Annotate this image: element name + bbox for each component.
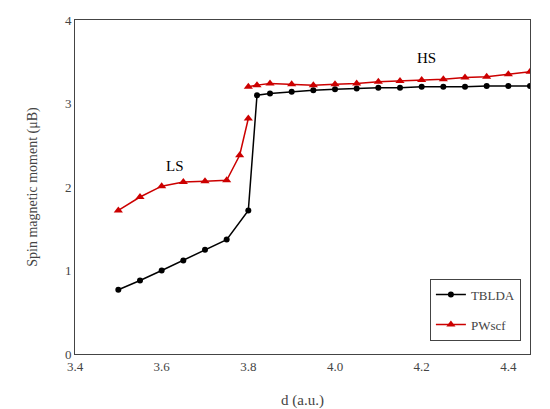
svg-text:TBLDA: TBLDA — [471, 288, 515, 303]
svg-text:2: 2 — [65, 180, 72, 195]
svg-text:0: 0 — [65, 347, 72, 362]
svg-text:4: 4 — [65, 13, 72, 28]
svg-text:LS: LS — [166, 158, 184, 174]
svg-text:PWscf: PWscf — [471, 318, 506, 333]
svg-text:3.4: 3.4 — [67, 359, 84, 374]
svg-text:3.8: 3.8 — [240, 359, 256, 374]
svg-text:3.6: 3.6 — [154, 359, 171, 374]
svg-text:1: 1 — [65, 263, 72, 278]
svg-text:4.0: 4.0 — [327, 359, 343, 374]
svg-text:d (a.u.): d (a.u.) — [281, 392, 324, 409]
svg-text:4.4: 4.4 — [500, 359, 517, 374]
svg-text:HS: HS — [417, 50, 436, 66]
svg-text:3: 3 — [65, 96, 72, 111]
svg-text:Spin magnetic moment (μB): Spin magnetic moment (μB) — [25, 107, 41, 267]
svg-text:4.2: 4.2 — [414, 359, 430, 374]
